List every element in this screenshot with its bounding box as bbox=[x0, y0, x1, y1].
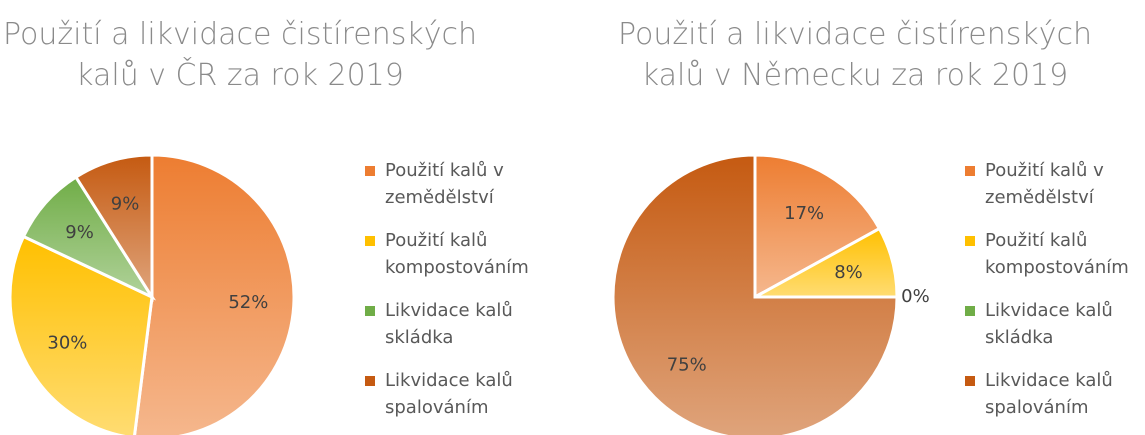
legend-swatch bbox=[965, 306, 975, 316]
data-label: 9% bbox=[65, 222, 94, 243]
data-label: 30% bbox=[47, 333, 87, 354]
legend-item: Použití kalů kompostováním bbox=[365, 227, 540, 297]
legend-item: Likvidace kalů skládka bbox=[365, 297, 540, 367]
legend-item: Likvidace kalů spalováním bbox=[365, 367, 540, 435]
legend-label: Likvidace kalů skládka bbox=[385, 300, 513, 348]
data-label: 9% bbox=[111, 193, 140, 214]
legend-label: Použití kalů kompostováním bbox=[985, 230, 1129, 278]
legend-swatch bbox=[965, 166, 975, 176]
chart-title: Použití a likvidace čistírenských kalů v… bbox=[617, 17, 1093, 93]
pie-slice bbox=[611, 153, 899, 435]
pie-slice bbox=[133, 153, 296, 435]
legend-swatch bbox=[365, 306, 375, 316]
data-label: 8% bbox=[834, 262, 863, 283]
data-label: 52% bbox=[228, 292, 268, 313]
legend-item: Likvidace kalů spalováním bbox=[965, 367, 1140, 435]
legend-label: Použití kalů v zemědělství bbox=[985, 160, 1104, 208]
legend-swatch bbox=[965, 376, 975, 386]
legend-swatch bbox=[365, 166, 375, 176]
legend-item: Likvidace kalů skládka bbox=[965, 297, 1140, 367]
legend-label: Použití kalů v zemědělství bbox=[385, 160, 504, 208]
data-label: 17% bbox=[784, 203, 824, 224]
legend-item: Použití kalů v zemědělství bbox=[965, 157, 1140, 227]
legend-label: Likvidace kalů spalováním bbox=[385, 370, 513, 418]
legend-label: Likvidace kalů spalováním bbox=[985, 370, 1113, 418]
legend-item: Použití kalů v zemědělství bbox=[365, 157, 540, 227]
pie-slice bbox=[73, 153, 154, 303]
legend-label: Likvidace kalů skládka bbox=[985, 300, 1113, 348]
legend-swatch bbox=[965, 236, 975, 246]
legend-item: Použití kalů kompostováním bbox=[965, 227, 1140, 297]
pie-slice bbox=[8, 234, 154, 435]
pie-slice bbox=[753, 153, 882, 300]
legend: Použití kalů v zemědělství Použití kalů k… bbox=[965, 157, 1140, 435]
legend: Použití kalů v zemědělství Použití kalů k… bbox=[365, 157, 540, 435]
legend-swatch bbox=[365, 376, 375, 386]
data-label: 75% bbox=[667, 354, 707, 375]
legend-label: Použití kalů kompostováním bbox=[385, 230, 529, 278]
chart-title: Použití a likvidace čistírenských kalů v… bbox=[2, 17, 478, 93]
legend-swatch bbox=[365, 236, 375, 246]
data-label: 0% bbox=[901, 286, 930, 307]
pie-slice bbox=[21, 175, 157, 301]
